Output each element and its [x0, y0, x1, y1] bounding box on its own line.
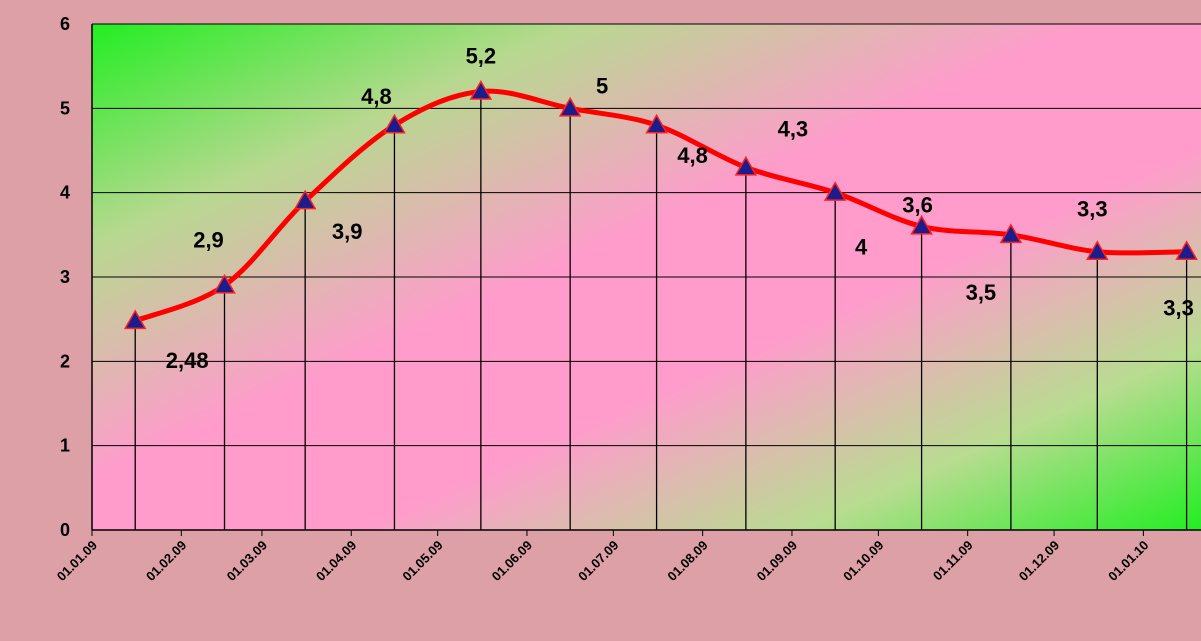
- data-point-marker: [123, 309, 147, 330]
- data-label: 5: [596, 73, 608, 98]
- data-point-marker: [823, 181, 847, 201]
- y-tick-label: 2: [60, 351, 70, 371]
- data-point-marker: [645, 113, 668, 134]
- y-tick-label: 5: [60, 98, 70, 118]
- x-tick-label: 01.10.09: [840, 538, 886, 584]
- x-tick-label: 01.01.10: [1105, 538, 1151, 584]
- data-point-marker: [1086, 240, 1109, 260]
- data-label: 4: [855, 235, 868, 260]
- x-tick-label: 01.05.09: [399, 538, 445, 584]
- x-tick-label: 01.09.09: [754, 538, 800, 584]
- x-tick-label: 01.02.09: [143, 538, 189, 584]
- data-point-marker: [558, 96, 582, 117]
- x-tick-label: 01.08.09: [664, 538, 710, 584]
- data-label: 2,48: [166, 348, 209, 373]
- x-tick-label: 01.04.09: [313, 538, 359, 584]
- x-tick-label: 01.06.09: [489, 538, 535, 584]
- x-tick-label: 01.12.09: [1016, 538, 1062, 584]
- y-tick-label: 3: [60, 267, 70, 287]
- data-point-marker: [999, 223, 1023, 244]
- data-point-marker: [213, 273, 236, 294]
- x-tick-label: 01.11.09: [930, 538, 976, 584]
- y-tick-label: 4: [60, 183, 70, 203]
- data-label: 3,9: [332, 219, 363, 244]
- data-label: 3,6: [902, 192, 933, 217]
- data-label: 3,3: [1077, 197, 1108, 222]
- data-point-marker: [910, 214, 933, 235]
- y-tick-label: 0: [60, 520, 70, 540]
- data-label: 3,5: [966, 280, 997, 305]
- data-label: 4,3: [778, 116, 809, 141]
- data-point-marker: [293, 189, 317, 210]
- x-tick-label: 01.03.09: [224, 538, 270, 584]
- data-label: 4,8: [677, 143, 708, 168]
- data-point-marker: [469, 79, 493, 100]
- data-label: 3,3: [1163, 296, 1194, 321]
- y-tick-label: 6: [60, 14, 70, 34]
- data-label: 4,8: [361, 84, 392, 109]
- x-tick-label: 01.07.09: [575, 538, 621, 584]
- x-tick-label: 01.01.09: [54, 538, 100, 584]
- y-tick-label: 1: [60, 436, 70, 456]
- data-point-marker: [383, 113, 406, 134]
- data-point-marker: [1175, 240, 1198, 260]
- data-label: 5,2: [466, 43, 497, 68]
- data-label: 2,9: [193, 227, 224, 252]
- data-point-marker: [734, 155, 758, 176]
